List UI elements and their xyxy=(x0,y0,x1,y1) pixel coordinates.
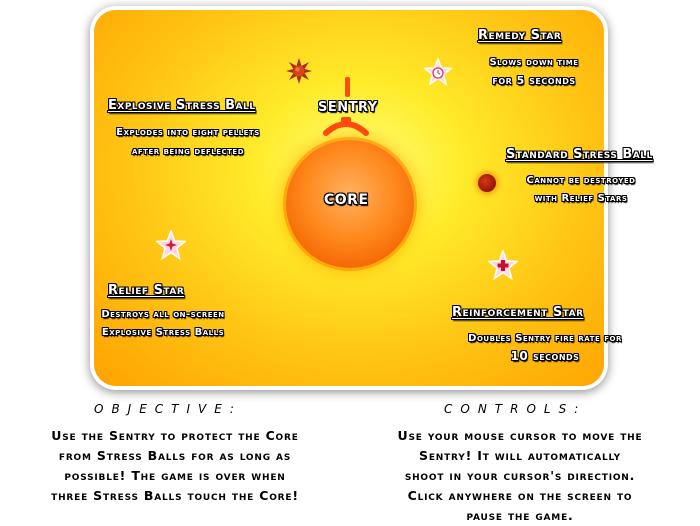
clock-star-icon xyxy=(424,58,452,86)
remedy-star-desc-1: Slows down time xyxy=(489,57,579,68)
controls-line-3: shoot in your cursor's direction. xyxy=(404,468,636,483)
reinforcement-star-title: Reinforcement Star xyxy=(452,305,584,320)
objective-heading: OBJECTIVE: xyxy=(94,402,242,416)
controls-body: Use your mouse cursor to move the Sentry… xyxy=(362,426,678,526)
controls-line-5: pause the game. xyxy=(466,508,574,523)
controls-line-1: Use your mouse cursor to move the xyxy=(397,428,643,443)
objective-line-2: from Stress Balls for as long as xyxy=(58,448,292,463)
reinforcement-star-desc-2: 10 seconds xyxy=(510,349,580,363)
plus-star-icon xyxy=(488,250,518,280)
standard-stress-ball-desc-2: with Relief Stars xyxy=(534,193,628,204)
core-label: CORE xyxy=(324,192,369,208)
spiky-ball-icon xyxy=(286,58,312,84)
remedy-star-title: Remedy Star xyxy=(478,28,562,43)
objective-body: Use the Sentry to protect the Core from … xyxy=(20,426,330,506)
controls-line-4: Click anywhere on the screen to xyxy=(407,488,633,503)
remedy-star-desc-2: for 5 seconds xyxy=(492,74,576,87)
core-orb xyxy=(286,140,414,268)
explosive-stress-ball-title: Explosive Stress Ball xyxy=(108,98,256,113)
sentry-label: SENTRY xyxy=(318,100,378,115)
objective-line-1: Use the Sentry to protect the Core xyxy=(51,428,299,443)
relief-star-desc-1: Destroys all on-screen xyxy=(101,309,225,320)
relief-star-desc-2: Explosive Stress Balls xyxy=(101,327,225,338)
standard-stress-ball-title: Standard Stress Ball xyxy=(506,147,653,162)
explosive-stress-ball-desc-1: Explodes into eight pellets xyxy=(116,127,260,138)
star-burst-icon xyxy=(156,230,186,260)
red-ball-icon xyxy=(478,174,496,192)
sentry-shield-icon xyxy=(323,117,369,136)
reinforcement-star-desc-1: Doubles Sentry fire rate for xyxy=(468,333,622,344)
controls-line-2: Sentry! It will automatically xyxy=(419,448,621,463)
standard-stress-ball-desc-1: Cannot be destroyed xyxy=(526,175,636,186)
sentry-barrel xyxy=(345,77,350,97)
controls-heading: CONTROLS: xyxy=(444,402,587,416)
explosive-stress-ball-desc-2: after being deflected xyxy=(131,146,245,157)
objective-line-3: possible! The game is over when xyxy=(64,468,286,483)
relief-star-title: Relief Star xyxy=(108,283,185,298)
objective-line-4: three Stress Balls touch the Core! xyxy=(51,488,299,503)
